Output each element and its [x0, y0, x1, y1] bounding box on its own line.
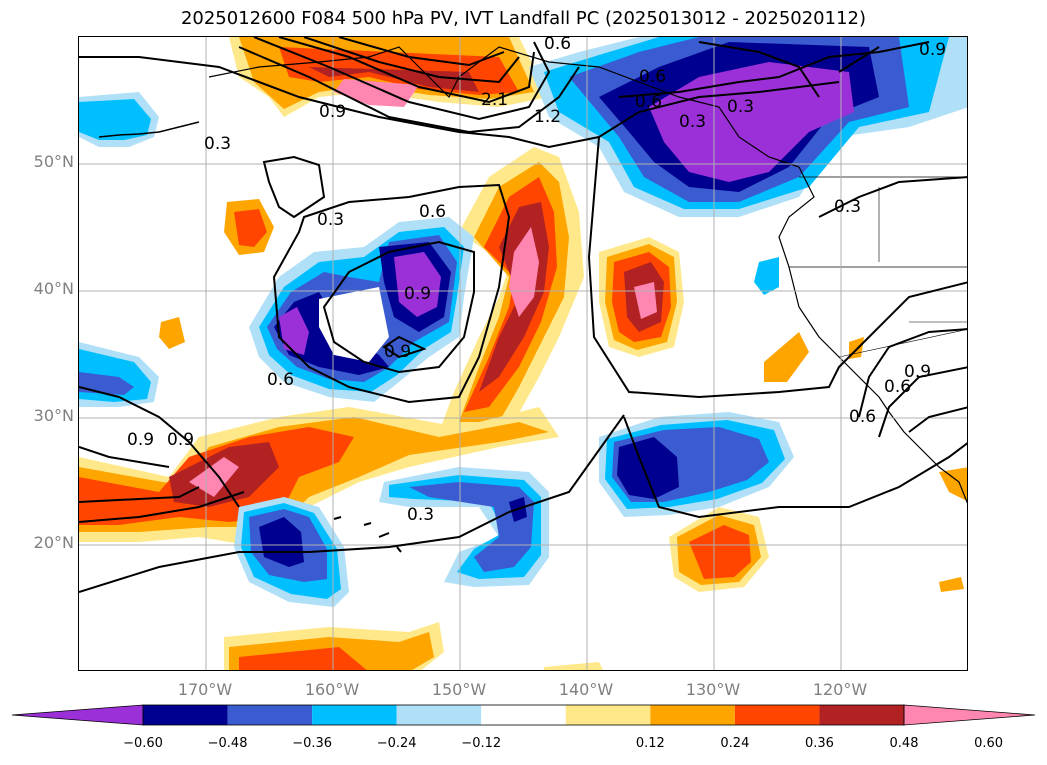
map-canvas: 0.6 0.6 0.9 0.3 2.1 1.2 0.6 0.3 0.9 0.3 …	[79, 37, 967, 670]
lat-label-30: 30°N	[33, 406, 74, 425]
contour-label: 0.6	[849, 407, 876, 427]
lat-label-20: 20°N	[33, 533, 74, 552]
colorbar-segment	[227, 705, 313, 725]
contour-label: 0.9	[384, 342, 411, 362]
contour-label: 0.6	[884, 377, 911, 397]
contour-label: 2.1	[481, 90, 508, 110]
contour-label: 0.9	[127, 430, 154, 450]
lon-label-170w: 170°W	[177, 680, 233, 699]
contour-label: 0.6	[639, 67, 666, 87]
contour-south-0.3	[79, 414, 625, 593]
contour-label: 0.6	[419, 202, 446, 222]
contour-label: 0.3	[834, 197, 861, 217]
pv-anomaly-shading	[79, 37, 967, 670]
lon-label-130w: 130°W	[685, 680, 741, 699]
lat-label-40: 40°N	[33, 279, 74, 298]
colorbar-tick-label: 0.12	[635, 736, 665, 751]
contour-label: 0.9	[167, 430, 194, 450]
contour-south-0.9	[79, 491, 245, 523]
lon-label-160w: 160°W	[304, 680, 360, 699]
colorbar-segment	[650, 705, 735, 725]
contour-ridge-0.3	[598, 81, 840, 138]
contour-1.2	[278, 37, 535, 104]
contour-label: 0.3	[727, 97, 754, 117]
contour-label: 0.3	[204, 134, 231, 154]
lon-label-150w: 150°W	[431, 680, 487, 699]
contour-cutoff-0.6	[272, 183, 511, 404]
lon-label-140w: 140°W	[558, 680, 614, 699]
contour-cutoff-1.2	[382, 335, 427, 359]
contour-2.1	[338, 37, 505, 67]
contour-0.6-upper	[238, 46, 580, 134]
colorbar-extend-max	[903, 704, 1036, 726]
colorbar-segment	[143, 705, 228, 725]
colorbar-tick-label: 0.60	[974, 736, 1004, 751]
contour-label: 0.9	[919, 40, 946, 60]
colorbar-tick-label: 0.24	[720, 736, 750, 751]
contour-label: 1.2	[534, 107, 561, 127]
colorbar-segment	[565, 705, 651, 725]
ivt-contours	[79, 37, 967, 593]
lon-label-120w: 120°W	[812, 680, 868, 699]
colorbar-tick-label: −0.36	[292, 736, 333, 751]
contour-south-0.3b	[79, 486, 200, 503]
state-border-4	[838, 329, 967, 358]
colorbar-tick-label: 0.48	[889, 736, 919, 751]
contour-label: 0.9	[904, 362, 931, 382]
colorbar-tick-label: −0.24	[376, 736, 417, 751]
colorbar-frame	[142, 704, 905, 726]
north-america-coast	[778, 166, 967, 504]
gridlines	[79, 37, 967, 670]
contour-coast-0.9	[878, 366, 967, 438]
hawaii	[333, 516, 402, 553]
aleutians	[98, 121, 200, 138]
colorbar-tick-label: −0.48	[207, 736, 248, 751]
contour-label: 0.6	[635, 92, 662, 112]
contour-labels: 0.6 0.6 0.9 0.3 2.1 1.2 0.6 0.3 0.9 0.3 …	[127, 37, 946, 525]
contour-label: 0.3	[679, 112, 706, 132]
contour-label: 0.6	[544, 37, 571, 54]
chart-title: 2025012600 F084 500 hPa PV, IVT Landfall…	[180, 8, 867, 29]
colorbar-segment	[312, 705, 397, 725]
colorbar-segment	[396, 705, 482, 725]
contour-coast-0.6	[858, 328, 967, 418]
contour-east-0.3	[698, 41, 880, 98]
contour-0.3-outer	[79, 56, 600, 149]
contour-label: 0.9	[404, 284, 431, 304]
map-panel: 0.6 0.6 0.9 0.3 2.1 1.2 0.6 0.3 0.9 0.3 …	[78, 36, 968, 671]
contour-label: 0.9	[319, 102, 346, 122]
contour-west-0.3	[79, 386, 240, 508]
contour-1.5	[303, 37, 520, 84]
contour-cutoff-0.3	[262, 155, 326, 219]
colorbar-extend-min	[11, 704, 144, 726]
contour-ridge-0.6	[618, 41, 930, 98]
contour-coast-1.2	[908, 406, 967, 433]
contour-east-south-0.3	[623, 416, 967, 519]
colorbar-segments	[11, 704, 1036, 726]
contour-west-0.6	[79, 446, 170, 468]
colorbar-segment	[734, 705, 820, 725]
contour-label: 0.6	[267, 370, 294, 390]
colorbar-segment	[481, 705, 566, 725]
colorbar	[11, 704, 1036, 726]
colorbar-tick-label: 0.36	[804, 736, 834, 751]
contour-0.9-upper	[253, 37, 551, 121]
contour-ne-0.3	[818, 176, 967, 218]
contour-label: 0.3	[407, 505, 434, 525]
colorbar-segment	[819, 705, 904, 725]
lat-label-50: 50°N	[33, 152, 74, 171]
colorbar-tick-label: −0.12	[461, 736, 502, 751]
colorbar-tick-label: −0.60	[123, 736, 163, 751]
contour-label: 0.3	[317, 210, 344, 230]
contour-cutoff-0.9	[322, 240, 475, 374]
contour-meridional-0.3	[587, 136, 967, 399]
